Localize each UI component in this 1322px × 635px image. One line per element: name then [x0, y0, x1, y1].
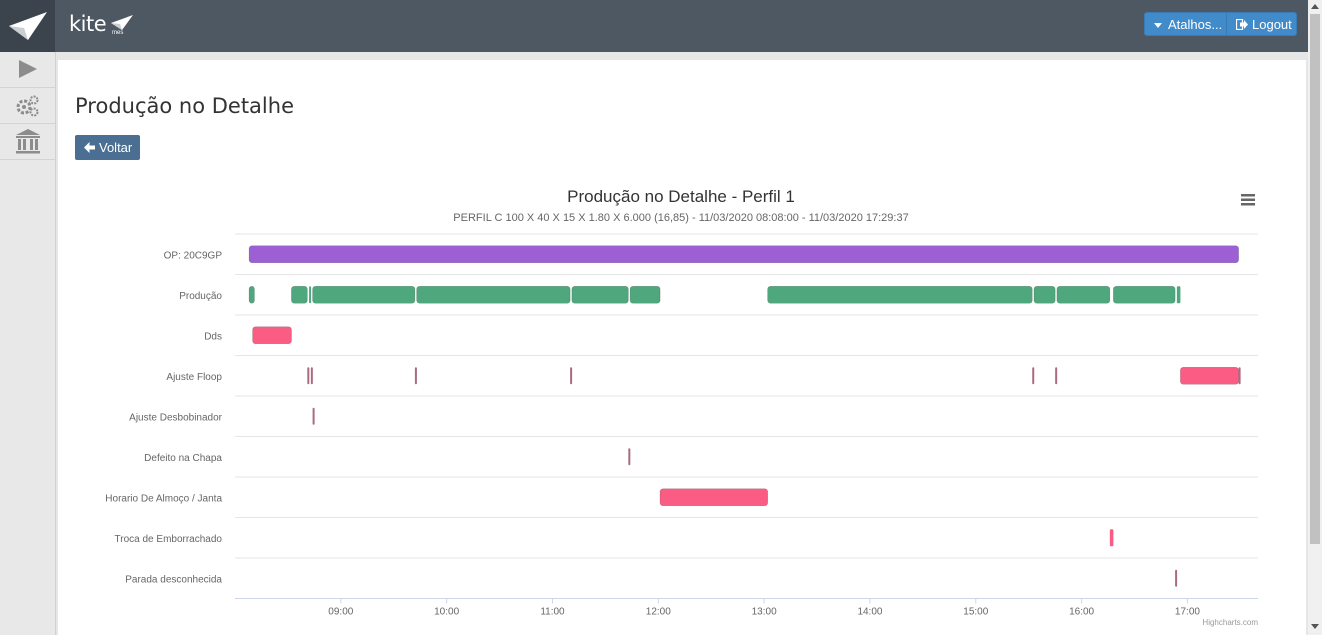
gantt-bar[interactable] [659, 488, 768, 507]
gantt-bar[interactable] [1055, 367, 1058, 385]
bank-icon [16, 129, 40, 154]
gantt-bar[interactable] [1056, 285, 1111, 304]
gantt-bar[interactable] [1176, 286, 1181, 304]
main-content: Produção no Detalhe Voltar Produção no D… [58, 60, 1306, 635]
gantt-bar[interactable] [291, 285, 308, 304]
gantt-bar[interactable] [1238, 367, 1241, 385]
gantt-bar[interactable] [571, 285, 629, 304]
gantt-bar[interactable] [252, 326, 292, 345]
vertical-scrollbar[interactable] [1308, 0, 1322, 635]
x-axis-tick-label: 17:00 [1175, 607, 1200, 618]
gantt-bar[interactable] [1113, 285, 1176, 304]
gantt-chart: Produção no Detalhe - Perfil 1 PERFIL C … [105, 187, 1258, 627]
y-axis-label: Ajuste Floop [166, 372, 222, 383]
gantt-bar[interactable] [248, 245, 1239, 264]
y-axis-label: Ajuste Desbobinador [129, 412, 223, 423]
chart-bars [248, 245, 1241, 587]
y-axis-label: Parada desconhecida [125, 574, 222, 585]
shortcuts-label: Atalhos... [1168, 17, 1223, 32]
play-icon [19, 60, 37, 78]
sidebar-item-settings[interactable] [0, 88, 55, 124]
logout-button[interactable]: Logout [1226, 12, 1297, 36]
gantt-bar[interactable] [570, 367, 573, 385]
back-button[interactable]: Voltar [75, 135, 140, 160]
y-axis-labels: OP: 20C9GP Produção Dds Ajuste Floop Ajuste … [105, 250, 222, 585]
gantt-bar[interactable] [414, 367, 417, 385]
sidebar-item-play[interactable] [0, 52, 55, 88]
arrow-left-icon [84, 142, 95, 153]
x-axis-tick-label: 09:00 [328, 607, 353, 618]
x-axis-tick-label: 10:00 [434, 607, 459, 618]
x-axis-tick-label: 13:00 [752, 607, 777, 618]
y-axis-label: OP: 20C9GP [164, 250, 223, 261]
gears-icon [16, 95, 39, 117]
back-label: Voltar [99, 140, 133, 155]
sidebar [0, 52, 56, 635]
x-axis-tick-label: 15:00 [963, 607, 988, 618]
gantt-bar[interactable] [312, 407, 315, 425]
gantt-bar[interactable] [629, 285, 661, 304]
sidebar-item-institution[interactable] [0, 124, 55, 160]
brand-subtitle: mes [112, 30, 124, 36]
hamburger-icon [1241, 194, 1255, 197]
x-axis-tick-label: 14:00 [857, 607, 882, 618]
scroll-up-icon[interactable] [1311, 4, 1319, 9]
y-axis-label: Troca de Emborrachado [115, 534, 223, 545]
brand-name: kite [69, 12, 107, 36]
y-axis-label: Horario De Almoço / Janta [105, 493, 222, 504]
caret-down-icon [1154, 23, 1162, 29]
gantt-bar[interactable] [1180, 366, 1239, 385]
gantt-bar[interactable] [628, 448, 631, 466]
gantt-bar[interactable] [248, 285, 255, 304]
brand-mark-icon [111, 15, 133, 30]
x-axis-tick-label: 11:00 [540, 607, 565, 618]
gantt-bar[interactable] [307, 367, 310, 385]
y-axis-label: Produção [179, 291, 222, 302]
scroll-down-icon[interactable] [1311, 624, 1319, 629]
x-axis-ticks: 09:00 10:00 11:00 12:00 13:00 14:00 15:00 16:00… [328, 598, 1200, 618]
y-axis-label: Dds [204, 331, 222, 342]
gantt-bar[interactable] [1109, 529, 1114, 547]
chart-title: Produção no Detalhe - Perfil 1 [567, 187, 795, 206]
logout-icon [1235, 18, 1248, 31]
chart-menu-button[interactable] [1238, 192, 1256, 208]
gantt-bar[interactable] [1033, 285, 1056, 304]
y-axis-label: Defeito na Chapa [144, 453, 222, 464]
shortcuts-dropdown-button[interactable]: Atalhos... [1144, 12, 1227, 36]
gantt-bar[interactable] [310, 367, 313, 385]
logout-label: Logout [1252, 17, 1292, 32]
chart-credits[interactable]: Highcharts.com [1202, 618, 1258, 627]
logo-icon [9, 12, 47, 40]
gantt-bar[interactable] [767, 285, 1033, 304]
app-logo[interactable] [0, 0, 55, 52]
gantt-bar[interactable] [1175, 569, 1178, 587]
chart-grid [235, 233, 1258, 599]
scrollbar-thumb[interactable] [1310, 14, 1320, 544]
x-axis-tick-label: 12:00 [646, 607, 671, 618]
gantt-bar[interactable] [416, 285, 571, 304]
chart-subtitle: PERFIL C 100 X 40 X 15 X 1.80 X 6.000 (1… [453, 212, 908, 224]
page-title: Produção no Detalhe [75, 94, 294, 118]
gantt-bar[interactable] [1032, 367, 1035, 385]
gantt-bar[interactable] [309, 286, 312, 304]
gantt-bar[interactable] [312, 285, 416, 304]
top-navbar: kite mes Atalhos... Logout [0, 0, 1308, 52]
x-axis-tick-label: 16:00 [1069, 607, 1094, 618]
